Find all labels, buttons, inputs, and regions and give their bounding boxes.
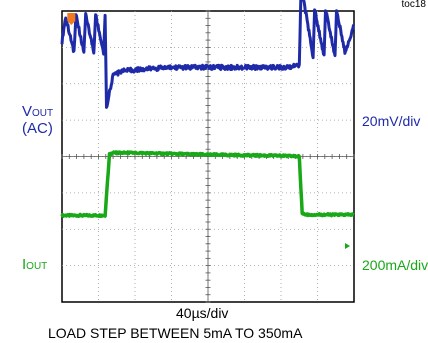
vout-coupling-label: (AC) (22, 120, 53, 137)
scope-traces (60, 0, 356, 219)
iout-label-main: I (22, 256, 27, 273)
vout-label-main: V (22, 103, 33, 120)
vout-scale-label: 20mV/div (362, 113, 421, 129)
figure-caption: LOAD STEP BETWEEN 5mA TO 350mA (48, 325, 303, 341)
iout-channel-label: IOUT (22, 257, 47, 272)
iout-label-sub: OUT (26, 261, 48, 272)
figure-id: toc18 (401, 0, 426, 10)
vout-label-sub: OUT (32, 108, 54, 119)
vout-channel-label: VOUT (22, 104, 53, 119)
trigger-marker-icon (67, 13, 76, 25)
vout-trace (60, 0, 355, 109)
scope-markers (67, 13, 350, 249)
iout-trace (60, 150, 356, 219)
iout-scale-label: 200mA/div (362, 257, 428, 273)
ground-marker-icon (345, 243, 350, 249)
timebase-label: 40µs/div (176, 305, 229, 321)
